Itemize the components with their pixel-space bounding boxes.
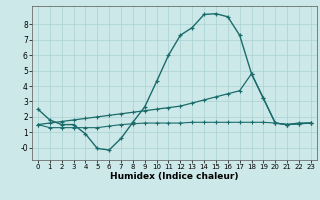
X-axis label: Humidex (Indice chaleur): Humidex (Indice chaleur) — [110, 172, 239, 181]
